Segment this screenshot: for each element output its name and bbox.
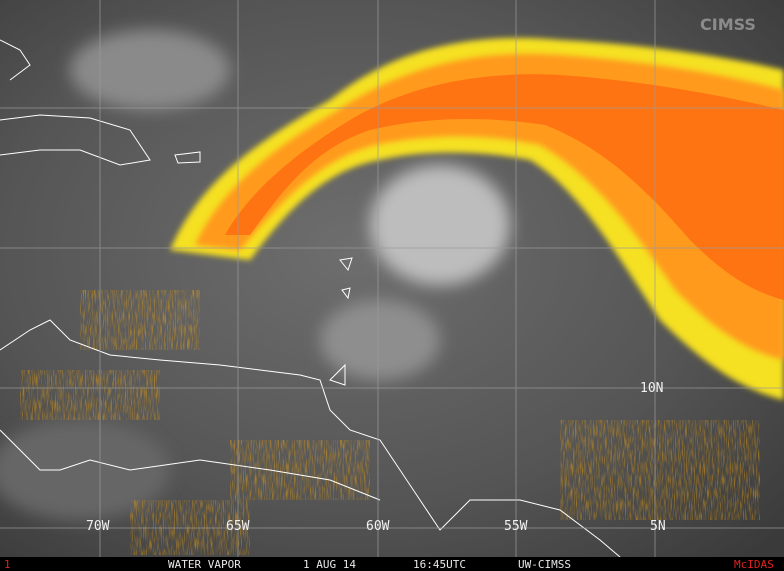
logo: CIMSS <box>700 15 756 34</box>
time: 16:45UTC <box>413 558 466 571</box>
lon-label: 70W <box>86 519 110 534</box>
lon-label: 65W <box>226 519 250 534</box>
product: WATER VAPOR <box>168 558 241 571</box>
lon-label: 60W <box>366 519 390 534</box>
source: UW-CIMSS <box>518 558 571 571</box>
lat-label: 10N <box>640 381 663 396</box>
frame-number: 1 <box>4 558 11 571</box>
moisture-plume <box>170 38 784 400</box>
clouds <box>0 30 510 520</box>
date: 1 AUG 14 <box>303 558 356 571</box>
convection-speckles <box>20 290 760 555</box>
footer-bar <box>0 557 784 571</box>
lon-label: 55W <box>504 519 528 534</box>
coastlines <box>0 39 621 558</box>
lat-label: 5N <box>650 519 666 534</box>
graticule <box>0 0 784 557</box>
software: McIDAS <box>734 558 774 571</box>
